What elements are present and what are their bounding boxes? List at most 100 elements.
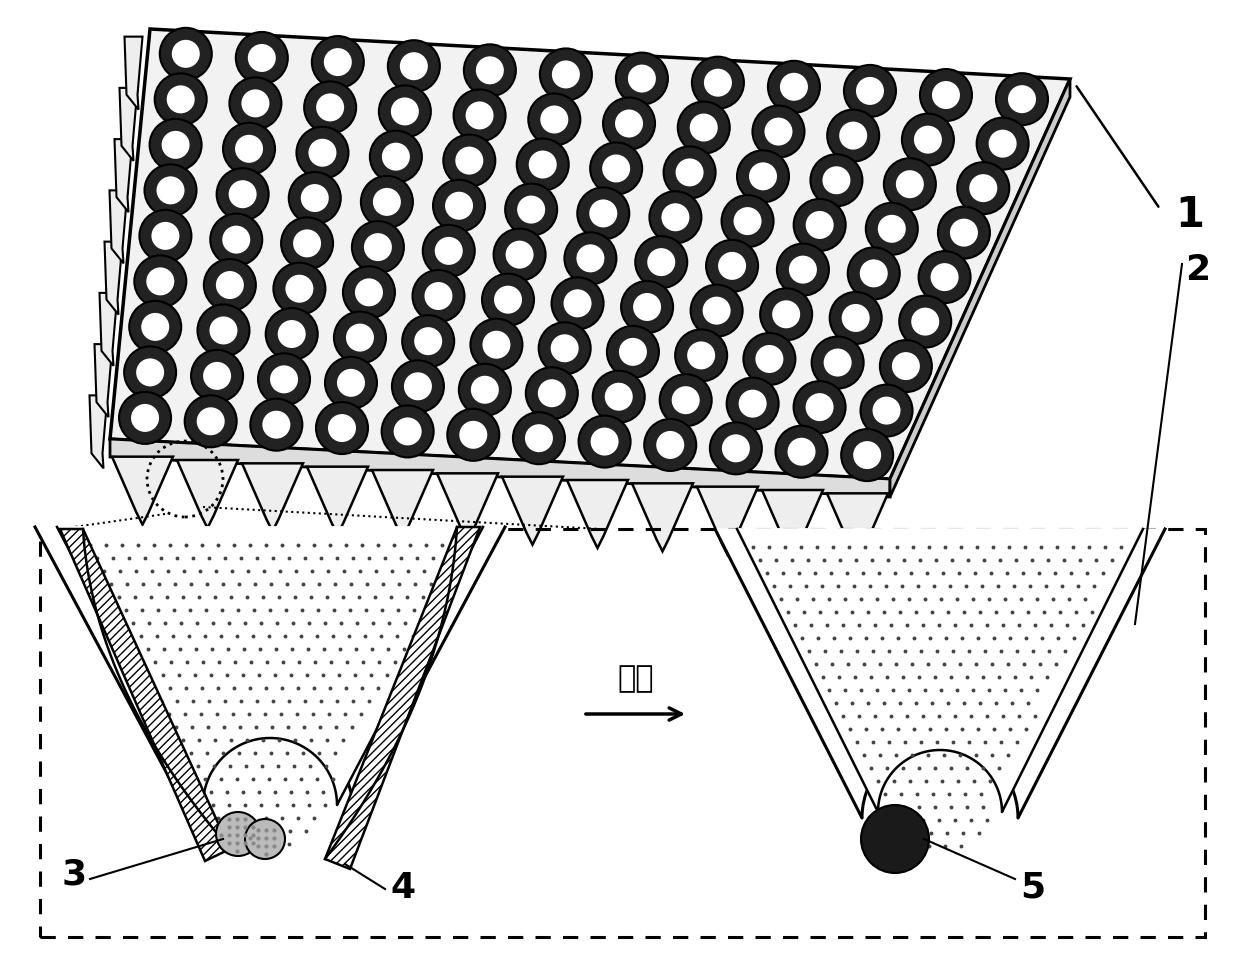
Circle shape — [203, 260, 255, 312]
Circle shape — [621, 282, 673, 333]
Circle shape — [616, 53, 668, 106]
Circle shape — [136, 359, 164, 387]
Circle shape — [216, 271, 244, 299]
Circle shape — [718, 253, 746, 281]
Circle shape — [675, 330, 727, 382]
Polygon shape — [697, 487, 758, 555]
Polygon shape — [104, 242, 123, 315]
Circle shape — [744, 333, 795, 386]
Circle shape — [423, 226, 475, 277]
Circle shape — [861, 386, 913, 437]
Circle shape — [505, 184, 557, 236]
Circle shape — [605, 384, 632, 411]
Circle shape — [185, 396, 237, 448]
Circle shape — [494, 230, 546, 281]
Circle shape — [689, 114, 718, 142]
Circle shape — [465, 103, 494, 130]
Circle shape — [382, 143, 410, 172]
Circle shape — [513, 413, 565, 465]
Circle shape — [459, 364, 511, 417]
Circle shape — [293, 231, 321, 258]
Circle shape — [236, 33, 288, 85]
Circle shape — [988, 131, 1017, 159]
Circle shape — [859, 260, 888, 288]
Circle shape — [709, 422, 761, 475]
Circle shape — [250, 399, 303, 452]
Circle shape — [222, 227, 250, 255]
Circle shape — [145, 165, 196, 217]
Circle shape — [895, 172, 924, 199]
Polygon shape — [715, 529, 1166, 818]
Circle shape — [265, 309, 317, 360]
Circle shape — [370, 132, 422, 183]
Circle shape — [363, 234, 392, 262]
Circle shape — [663, 147, 715, 200]
Circle shape — [937, 207, 990, 260]
Circle shape — [737, 151, 789, 203]
Circle shape — [373, 189, 401, 217]
Circle shape — [722, 196, 774, 248]
Circle shape — [242, 90, 269, 118]
Circle shape — [593, 371, 645, 423]
Circle shape — [454, 90, 506, 142]
Circle shape — [455, 147, 484, 175]
Circle shape — [552, 61, 580, 89]
Circle shape — [755, 346, 784, 374]
Circle shape — [445, 193, 472, 221]
Circle shape — [914, 127, 942, 154]
Circle shape — [482, 331, 511, 359]
Circle shape — [172, 41, 200, 69]
Circle shape — [248, 45, 275, 73]
Circle shape — [160, 29, 212, 80]
Circle shape — [768, 62, 820, 113]
Polygon shape — [94, 345, 113, 418]
Circle shape — [414, 328, 443, 356]
Circle shape — [577, 245, 604, 273]
Circle shape — [1008, 86, 1035, 114]
Circle shape — [856, 78, 884, 106]
Circle shape — [932, 82, 960, 109]
Circle shape — [119, 392, 171, 445]
Circle shape — [402, 316, 454, 368]
Circle shape — [399, 53, 428, 81]
Circle shape — [263, 411, 290, 439]
Circle shape — [901, 114, 954, 167]
Circle shape — [528, 94, 580, 146]
Circle shape — [517, 140, 569, 191]
Circle shape — [404, 373, 432, 401]
Circle shape — [920, 70, 972, 122]
Circle shape — [539, 49, 591, 102]
Circle shape — [278, 321, 306, 349]
Circle shape — [343, 267, 394, 319]
Circle shape — [352, 222, 404, 274]
Circle shape — [627, 66, 656, 93]
Circle shape — [285, 275, 314, 303]
Circle shape — [393, 418, 422, 446]
Circle shape — [722, 435, 750, 463]
Circle shape — [464, 46, 516, 97]
Circle shape — [476, 57, 503, 85]
Circle shape — [325, 358, 377, 409]
Circle shape — [899, 297, 951, 348]
Text: 5: 5 — [1021, 870, 1045, 904]
Circle shape — [970, 175, 997, 203]
Circle shape — [691, 285, 743, 337]
Circle shape — [634, 294, 661, 322]
Circle shape — [316, 403, 368, 454]
Circle shape — [806, 212, 833, 239]
Circle shape — [706, 240, 758, 293]
Circle shape — [528, 151, 557, 179]
Circle shape — [839, 122, 867, 150]
Circle shape — [273, 264, 325, 315]
Circle shape — [355, 279, 383, 307]
Circle shape — [841, 429, 893, 482]
Circle shape — [661, 204, 689, 232]
Circle shape — [270, 366, 298, 394]
Circle shape — [392, 360, 444, 413]
Circle shape — [470, 320, 522, 371]
Circle shape — [911, 308, 939, 336]
Circle shape — [590, 143, 642, 196]
Polygon shape — [114, 140, 133, 213]
Circle shape — [950, 219, 978, 247]
Circle shape — [615, 110, 644, 139]
